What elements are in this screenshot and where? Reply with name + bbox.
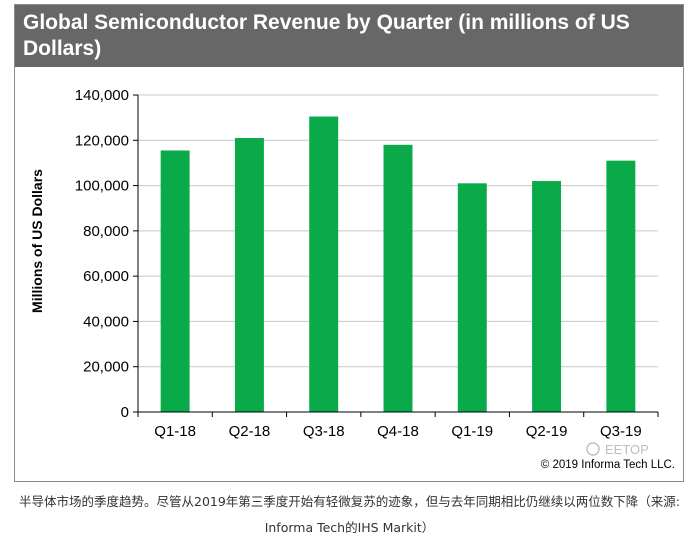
x-tick-label: Q2-19 bbox=[526, 423, 568, 440]
caption-line-1: 半导体市场的季度趋势。尽管从2019年第三季度开始有轻微复苏的迹象，但与去年同期… bbox=[18, 494, 681, 509]
y-tick-label: 40,000 bbox=[83, 313, 129, 330]
watermark-icon bbox=[586, 442, 600, 456]
x-tick-labels: Q1-18 Q2-18 Q3-18 Q4-18 Q1-19 Q2-19 Q3-19 bbox=[154, 423, 641, 440]
bars bbox=[160, 116, 636, 413]
figure-caption: 半导体市场的季度趋势。尽管从2019年第三季度开始有轻微复苏的迹象，但与去年同期… bbox=[0, 489, 699, 541]
y-tick-label: 0 bbox=[121, 404, 129, 421]
y-tick-labels: 0 20,000 40,000 60,000 80,000 100,000 120,000 1… bbox=[75, 87, 129, 421]
axes bbox=[133, 94, 659, 417]
bar bbox=[234, 138, 264, 412]
bar bbox=[383, 144, 413, 413]
caption-line-2: Informa Tech的IHS Markit） bbox=[264, 520, 435, 535]
chart-title-bar: Global Semiconductor Revenue by Quarter … bbox=[15, 5, 683, 67]
y-tick-label: 60,000 bbox=[83, 268, 129, 285]
y-axis-label: Millions of US Dollars bbox=[29, 169, 45, 313]
y-tick-label: 120,000 bbox=[75, 132, 129, 149]
y-tick-label: 20,000 bbox=[83, 359, 129, 376]
chart-figure: Global Semiconductor Revenue by Quarter … bbox=[14, 4, 684, 482]
bar bbox=[309, 116, 339, 412]
y-tick-label: 140,000 bbox=[75, 87, 129, 104]
watermark: EETOP bbox=[586, 442, 649, 457]
bar bbox=[457, 183, 487, 412]
x-tick-label: Q3-19 bbox=[600, 423, 642, 440]
chart-plot: 0 20,000 40,000 60,000 80,000 100,000 120,000 1… bbox=[29, 87, 675, 471]
chart-title: Global Semiconductor Revenue by Quarter … bbox=[23, 11, 630, 60]
copyright-note: © 2019 Informa Tech LLC. bbox=[541, 459, 675, 471]
bar bbox=[532, 181, 562, 412]
x-tick-label: Q4-18 bbox=[377, 423, 419, 440]
x-tick-label: Q1-19 bbox=[451, 423, 493, 440]
x-tick-label: Q1-18 bbox=[154, 423, 196, 440]
watermark-text: EETOP bbox=[605, 442, 649, 457]
bar bbox=[606, 160, 636, 412]
x-tick-label: Q2-18 bbox=[229, 423, 271, 440]
y-tick-label: 100,000 bbox=[75, 178, 129, 195]
bar bbox=[160, 150, 190, 412]
y-tick-label: 80,000 bbox=[83, 223, 129, 240]
x-tick-label: Q3-18 bbox=[303, 423, 345, 440]
